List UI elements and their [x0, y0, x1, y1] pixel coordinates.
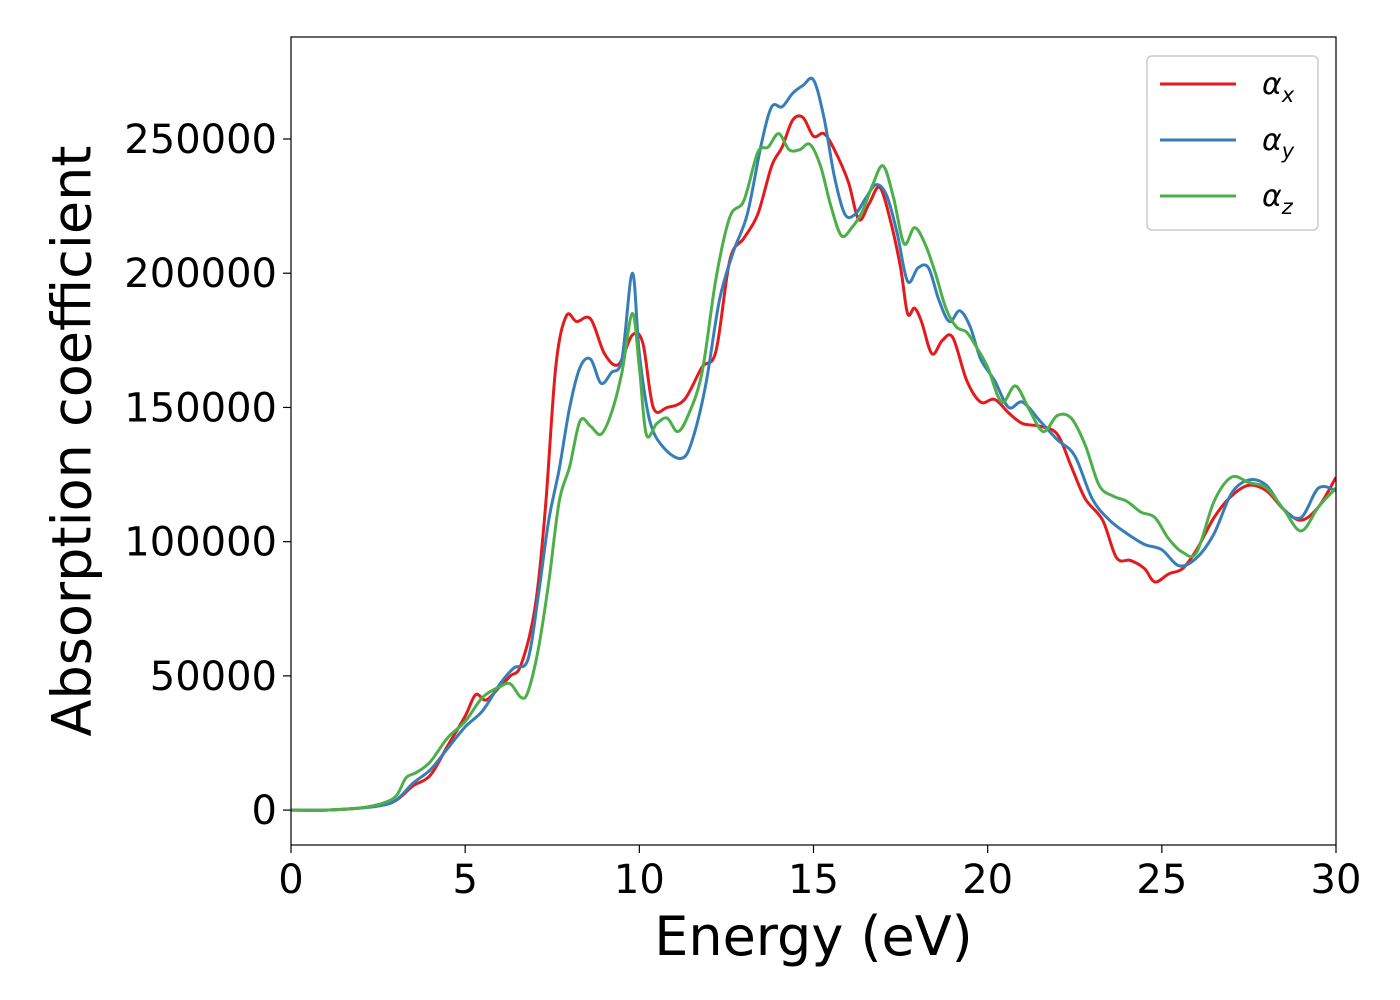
x-tick-label: 25: [1136, 857, 1187, 903]
y-axis-title: Absorption coefficient: [41, 146, 104, 737]
y-tick-label: 250000: [124, 117, 277, 163]
x-tick-label: 20: [962, 857, 1013, 903]
legend-label-x: αx: [1262, 67, 1295, 107]
x-tick-label: 15: [788, 857, 839, 903]
y-tick-label: 200000: [124, 251, 277, 297]
y-tick-label: 0: [252, 788, 277, 834]
series-line-z: [291, 132, 1336, 812]
x-tick-label: 0: [278, 857, 303, 903]
axes: 0 5 10 15 20 25 30 0 50000 100000 150000 200000 2500…: [124, 36, 1362, 903]
y-tick-label: 50000: [150, 654, 277, 700]
plot-area: [291, 76, 1336, 812]
x-axis-title: Energy (eV): [654, 905, 973, 968]
series-line-x: [291, 114, 1336, 812]
y-tick-label: 150000: [124, 385, 277, 431]
legend-box: [1146, 55, 1319, 231]
series-line-y: [291, 76, 1336, 812]
x-tick-label: 30: [1311, 857, 1362, 903]
x-tick-label: 10: [614, 857, 665, 903]
x-tick-label: 5: [452, 857, 477, 903]
y-tick-label: 100000: [124, 520, 277, 566]
